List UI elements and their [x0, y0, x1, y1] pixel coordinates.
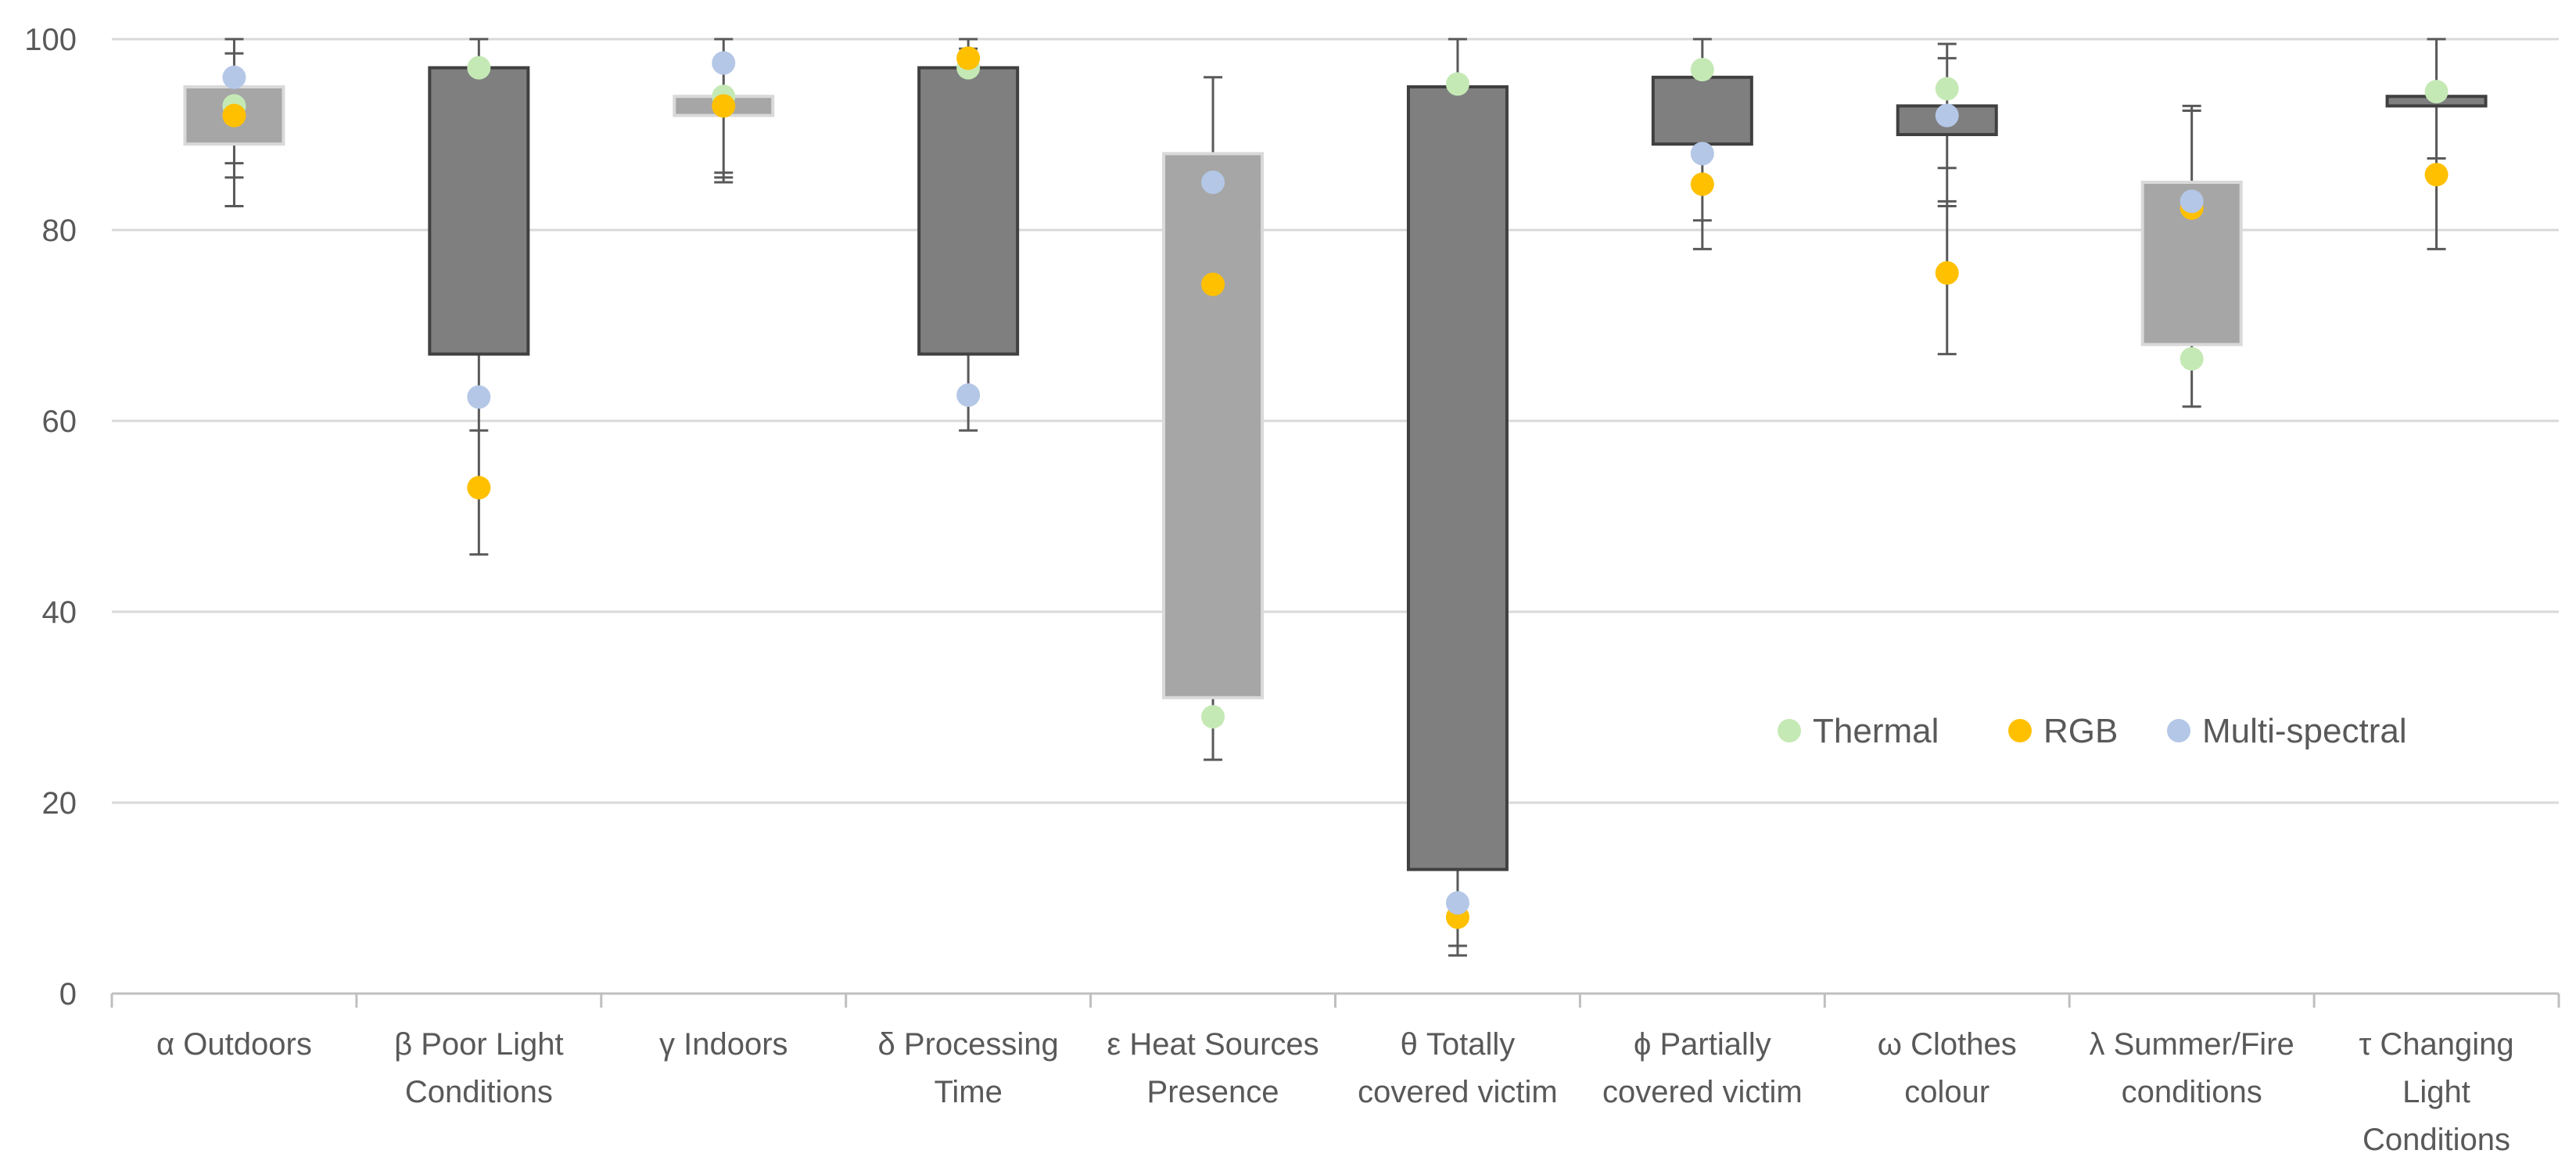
point-multi-spectral	[2180, 189, 2204, 214]
legend: Thermal RGB Multi-spectral	[1778, 712, 2407, 750]
legend-label: RGB	[2043, 712, 2118, 750]
point-thermal	[1935, 77, 1959, 101]
point-multi-spectral	[1201, 171, 1225, 194]
box	[1651, 75, 1753, 146]
point-rgb	[2424, 163, 2449, 187]
category-label-line: covered victim	[1358, 1075, 1558, 1109]
category-label: γ Indoors	[659, 1027, 788, 1062]
category-label: β Poor Light Conditions	[394, 1027, 563, 1109]
category-labels: α Outdoors β Poor Light Conditions γ Indoor…	[156, 1027, 2514, 1157]
category-label: ε Heat Sources Presence	[1107, 1027, 1318, 1109]
legend-item: RGB	[2008, 712, 2118, 750]
box-group	[1406, 38, 1509, 957]
boxes	[183, 38, 2488, 957]
box-group	[2385, 38, 2488, 250]
category-label: δ Processing Time	[878, 1027, 1059, 1109]
category-label: ϕ Partially covered victim	[1602, 1027, 1803, 1109]
point-rgb	[1201, 272, 1225, 296]
box	[428, 66, 530, 356]
category-label-line: covered victim	[1602, 1075, 1803, 1109]
category-label-line: colour	[1904, 1075, 1989, 1109]
box	[1162, 152, 1265, 699]
point-thermal	[2424, 80, 2449, 104]
point-multi-spectral	[467, 385, 491, 409]
box-group	[428, 38, 530, 556]
point-multi-spectral	[1935, 103, 1959, 128]
box-group	[1162, 76, 1265, 761]
y-tick-label: 100	[24, 23, 77, 57]
box-group	[917, 38, 1020, 432]
point-thermal	[1690, 58, 1714, 82]
point-multi-spectral	[712, 51, 736, 75]
point-thermal	[1201, 705, 1225, 729]
legend-item: Multi-spectral	[2167, 712, 2407, 750]
box	[1406, 85, 1509, 872]
category-label-line: ε Heat Sources	[1107, 1027, 1318, 1062]
category-label-line: δ Processing	[878, 1027, 1059, 1062]
category-label-line: β Poor Light	[394, 1027, 563, 1062]
point-rgb	[1690, 172, 1714, 196]
category-label: α Outdoors	[156, 1027, 312, 1062]
category-label-line: conditions	[2122, 1075, 2262, 1109]
point-thermal	[2180, 347, 2204, 371]
point-rgb	[1935, 261, 1959, 285]
legend-label: Multi-spectral	[2202, 712, 2407, 750]
point-thermal	[1445, 72, 1469, 96]
x-axis	[110, 992, 2560, 1008]
point-rgb	[467, 476, 491, 500]
point-rgb	[712, 94, 736, 118]
category-label-line: ω Clothes	[1878, 1027, 2017, 1062]
category-label-line: Conditions	[405, 1075, 553, 1109]
y-tick-label: 0	[59, 977, 77, 1012]
category-label-line: Presence	[1147, 1075, 1279, 1109]
y-tick-label: 40	[42, 595, 77, 630]
category-label-line: λ Summer/Fire	[2090, 1027, 2294, 1062]
point-multi-spectral	[1690, 142, 1714, 166]
category-label-line: Time	[934, 1075, 1002, 1109]
legend-marker	[2008, 719, 2032, 742]
category-label-line: γ Indoors	[659, 1027, 788, 1062]
category-label: ω Clothes colour	[1878, 1027, 2017, 1109]
category-label-line: α Outdoors	[156, 1027, 312, 1062]
point-multi-spectral	[222, 65, 246, 89]
category-label-line: Light	[2402, 1075, 2470, 1109]
point-multi-spectral	[956, 383, 981, 408]
category-label: θ Totally covered victim	[1358, 1027, 1558, 1109]
y-tick-label: 20	[42, 786, 77, 821]
category-label-line: τ Changing	[2359, 1027, 2513, 1062]
category-label-line: θ Totally	[1401, 1027, 1516, 1062]
y-tick-label: 60	[42, 404, 77, 439]
y-tick-label: 80	[42, 214, 77, 248]
y-axis-tick-labels: 0 20 40 60 80 100	[24, 23, 77, 1012]
point-rgb	[956, 46, 981, 70]
box	[917, 66, 1020, 356]
legend-marker	[1778, 719, 1801, 742]
legend-item: Thermal	[1778, 712, 1939, 750]
category-label: λ Summer/Fire conditions	[2090, 1027, 2294, 1109]
point-thermal	[467, 56, 491, 80]
category-label: τ Changing Light Conditions	[2359, 1027, 2513, 1157]
category-label-line: ϕ Partially	[1634, 1027, 1771, 1062]
category-label-line: Conditions	[2363, 1123, 2510, 1157]
data-points	[222, 46, 2449, 929]
legend-label: Thermal	[1813, 712, 1939, 750]
point-multi-spectral	[1445, 891, 1469, 915]
legend-marker	[2167, 719, 2190, 742]
point-rgb	[222, 103, 246, 128]
